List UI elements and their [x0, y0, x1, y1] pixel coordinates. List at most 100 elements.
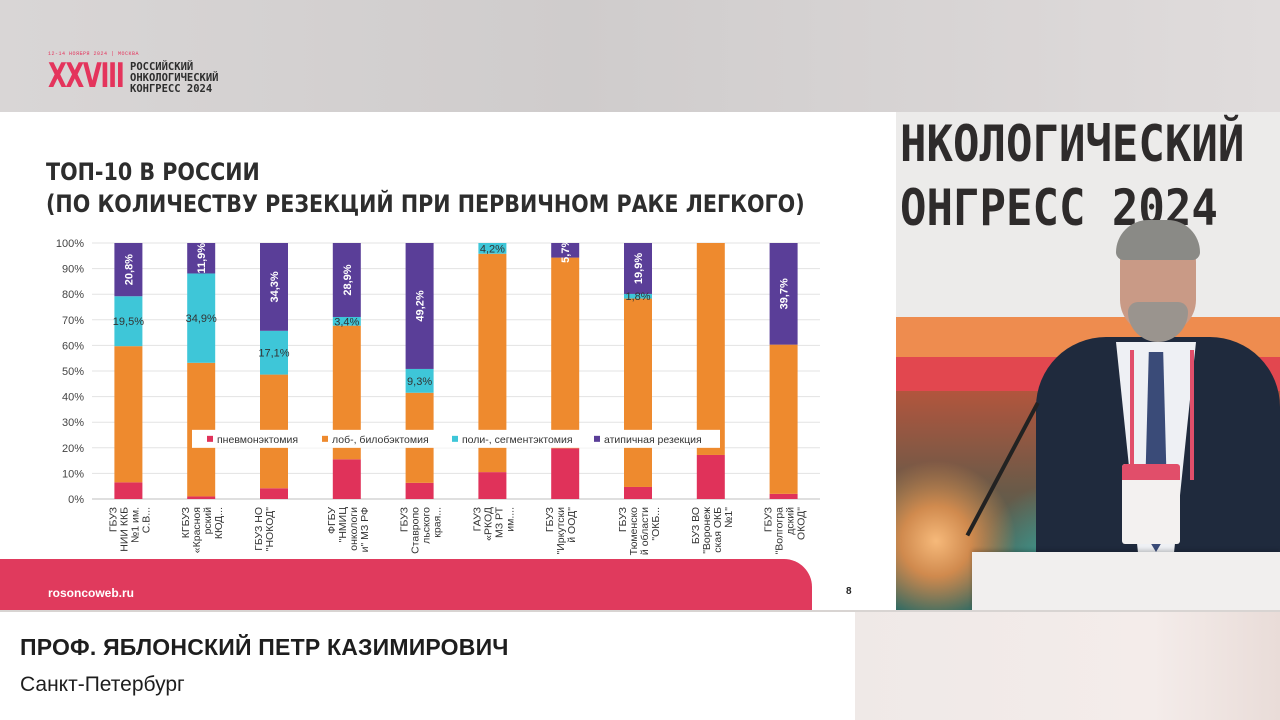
x-tick-label: БУЗ ВО "Воронеж ская ОКБ №1"	[690, 507, 735, 554]
slide-title-line: ТОП-10 В РОССИИ	[46, 158, 260, 186]
y-tick-label: 40%	[62, 392, 84, 404]
x-tick-label-line: ГБУЗ	[544, 507, 556, 532]
x-tick-label: ГАУЗ «РКОД МЗ РТ им....	[471, 506, 516, 540]
legend-swatch	[207, 435, 213, 442]
legend-label: атипичная резекция	[604, 434, 702, 446]
backdrop-text: НКОЛОГИЧЕСКИЙ ОНГРЕСС 2024	[900, 112, 1244, 240]
bar-segment	[696, 243, 725, 455]
x-tick-label-line: ГБУЗ	[107, 507, 119, 532]
x-tick-label-line: ОКОД"	[796, 507, 808, 540]
logo-text: РОССИЙСКИЙ ОНКОЛОГИЧЕСКИЙ КОНГРЕСС 2024	[130, 62, 270, 95]
x-tick-label: ГБУЗ НО "НОКОД"	[253, 507, 276, 552]
x-tick-label: ГБУЗ "Иркутски й ООД"	[544, 507, 578, 555]
x-tick-label-line: й ООД"	[566, 507, 578, 543]
legend-swatch	[594, 435, 600, 442]
bar-segment	[769, 493, 798, 499]
logo-line: ОНКОЛОГИЧЕСКИЙ	[130, 72, 219, 84]
y-tick-label: 80%	[62, 289, 84, 301]
data-label: 9,3%	[407, 376, 432, 388]
data-label: 39,7%	[779, 278, 791, 309]
bar-segment	[769, 243, 798, 345]
x-tick-label-line: края...	[432, 507, 444, 538]
bar-segment	[624, 298, 652, 487]
bar-segment	[332, 459, 361, 499]
x-tick-label-line: ГБУЗ НО	[253, 507, 265, 551]
legend-label: поли-, сегментэктомия	[462, 434, 573, 446]
x-tick-label-line: ГБУЗ	[763, 507, 775, 532]
x-tick-label: ГБУЗ "Волгогра дский ОКОД"	[763, 507, 808, 555]
data-label: 19,5%	[113, 316, 144, 328]
bar-segment	[696, 454, 725, 499]
speaker-name: ПРОФ. ЯБЛОНСКИЙ ПЕТР КАЗИМИРОВИЧ	[20, 634, 509, 660]
data-label: 20,8%	[123, 254, 135, 285]
x-tick-label-line: "Воронеж	[701, 507, 713, 554]
x-tick-label-line: КГБУЗ	[180, 507, 192, 538]
x-tick-label-line: им....	[504, 507, 516, 532]
bar-segment	[260, 243, 288, 331]
logo-line: РОССИЙСКИЙ	[130, 61, 194, 73]
slide-url: rosoncoweb.ru	[48, 586, 135, 600]
bar-segment	[478, 472, 507, 499]
bar-segment	[332, 316, 361, 326]
x-tick-label-line: ГАУЗ	[471, 507, 483, 531]
data-label: 3,4%	[334, 316, 359, 328]
x-tick-label-line: льского	[421, 507, 433, 544]
y-tick-label: 70%	[62, 315, 84, 327]
bar-segment	[187, 243, 216, 274]
x-tick-label-line: БУЗ ВО	[690, 507, 702, 544]
logo-number: XXVIII	[48, 56, 125, 96]
bar-segment	[260, 330, 288, 375]
bar-segment	[405, 482, 434, 499]
legend-swatch	[452, 435, 458, 442]
top-strip	[0, 0, 1280, 112]
data-label: 49,2%	[415, 290, 427, 321]
x-tick-label-line: Тюменско	[628, 507, 640, 556]
y-tick-label: 20%	[62, 443, 84, 455]
slide-page-number: 8	[846, 586, 852, 597]
data-label: 4,2%	[480, 243, 505, 255]
bar-segment	[405, 368, 434, 393]
x-tick-label: ГБУЗ Ставропо льского края...	[399, 507, 444, 554]
congress-logo: 12-14 НОЯБРЯ 2024 | МОСКВА XXVIII РОССИЙ…	[48, 51, 228, 103]
bar-segment	[114, 296, 143, 347]
bar-segment	[624, 243, 652, 294]
bar-segment	[551, 257, 580, 449]
bar-segment	[551, 448, 580, 499]
y-tick-label: 10%	[62, 468, 84, 480]
slide-title: ТОП-10 В РОССИИ (ПО КОЛИЧЕСТВУ РЕЗЕКЦИЙ …	[46, 156, 805, 220]
speaker-video: НКОЛОГИЧЕСКИЙ ОНГРЕСС 2024	[896, 112, 1280, 610]
y-tick-label: 0%	[68, 494, 84, 506]
x-tick-label-line: С.В...	[140, 507, 152, 533]
x-tick-label-line: «Красноя	[191, 507, 203, 553]
bar-segment	[405, 243, 434, 369]
y-tick-label: 50%	[62, 366, 84, 378]
x-tick-label-line: №1"	[723, 507, 735, 528]
y-tick-label: 90%	[62, 264, 84, 276]
speaker-lanyard	[1130, 350, 1194, 480]
speaker-hair	[1116, 220, 1200, 260]
data-label: 19,9%	[633, 253, 645, 284]
bar-segment	[114, 482, 143, 499]
x-tick-label-line: ская ОКБ	[712, 507, 724, 553]
x-tick-label-line: "ОКБ...	[650, 507, 662, 541]
x-tick-label: ГБУЗ Тюменско й области "ОКБ...	[617, 507, 662, 556]
backdrop-line: НКОЛОГИЧЕСКИЙ	[900, 115, 1245, 173]
speaker-city: Санкт-Петербург	[20, 673, 185, 696]
x-tick-label-line: «РКОД	[482, 507, 494, 541]
x-tick-label-line: "НМИЦ	[337, 507, 349, 543]
bar-segment	[187, 496, 216, 499]
data-label: 1,8%	[625, 291, 650, 303]
backdrop-line: ОНГРЕСС 2024	[900, 179, 1218, 237]
x-tick-label-line: ФГБУ	[326, 507, 338, 534]
bar-segment	[332, 243, 361, 317]
bar-segment	[624, 293, 652, 299]
x-tick-label-line: "НОКОД"	[264, 507, 276, 552]
speaker-badge	[1122, 464, 1180, 544]
bar-segment	[187, 362, 216, 497]
data-label: 34,3%	[269, 271, 281, 302]
slide-footer	[0, 559, 812, 610]
bar-segment	[624, 486, 652, 499]
data-label: 11,9%	[196, 243, 208, 274]
bar-segment	[551, 243, 580, 258]
presentation-slide: ТОП-10 В РОССИИ (ПО КОЛИЧЕСТВУ РЕЗЕКЦИЙ …	[0, 112, 896, 610]
